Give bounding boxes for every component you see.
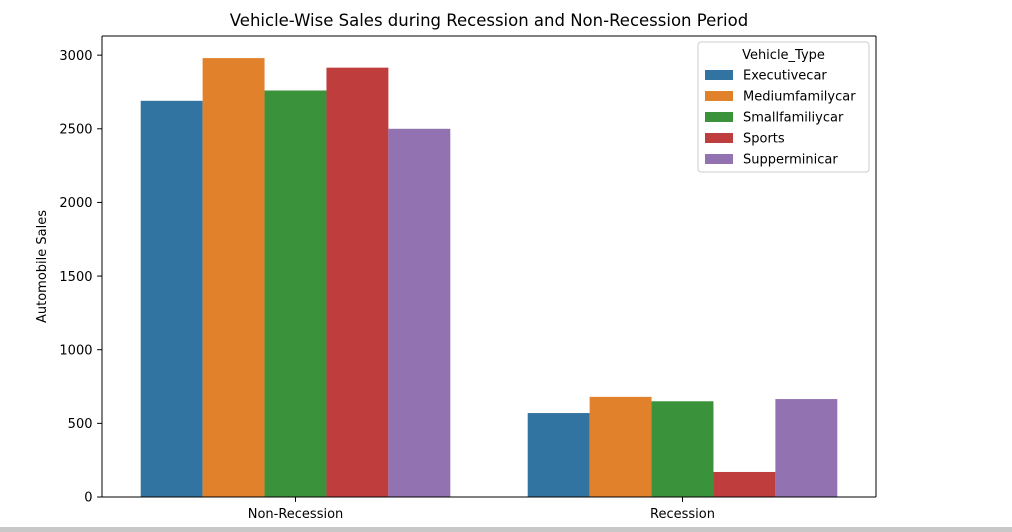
legend-label-mediumfamilycar: Mediumfamilycar (743, 90, 856, 105)
bar-sports-non-recession (326, 67, 389, 497)
bar-executivecar-recession (527, 413, 590, 497)
legend-title: Vehicle_Type (742, 48, 825, 63)
bar-smallfamiliycar-non-recession (264, 90, 327, 497)
y-tick-label-2000: 2000 (59, 196, 92, 211)
y-tick-label-0: 0 (84, 491, 92, 506)
legend-label-supperminicar: Supperminicar (743, 153, 838, 168)
legend-frame (697, 41, 870, 173)
bar-executivecar-non-recession (140, 100, 203, 497)
bar-supperminicar-non-recession (388, 128, 451, 498)
bar-mediumfamilycar-non-recession (202, 58, 265, 497)
axes-frame (101, 35, 877, 498)
y-tick-label-1000: 1000 (59, 343, 92, 358)
y-tick-label-2500: 2500 (59, 122, 92, 137)
legend-swatch-mediumfamilycar (705, 91, 733, 101)
bar-supperminicar-recession (775, 399, 838, 497)
legend-label-executivecar: Executivecar (743, 69, 827, 84)
bottom-border-strip (0, 527, 1012, 532)
bar-sports-recession (713, 471, 776, 497)
legend-label-smallfamiliycar: Smallfamiliycar (743, 111, 844, 126)
legend-label-sports: Sports (743, 132, 785, 147)
bar-mediumfamilycar-recession (589, 396, 652, 497)
chart-title: Vehicle-Wise Sales during Recession and … (230, 11, 748, 30)
legend-swatch-supperminicar (705, 154, 733, 164)
y-tick-label-500: 500 (68, 417, 93, 432)
legend-swatch-smallfamiliycar (705, 112, 733, 122)
x-tick-label-non-recession: Non-Recession (248, 507, 344, 522)
bar-smallfamiliycar-recession (651, 401, 714, 497)
legend: Vehicle_Type Executivecar Mediumfamilycar S… (697, 41, 870, 173)
y-axis-label: Automobile Sales (35, 210, 50, 323)
y-axis-ticks: 0 500 1000 1500 2000 2500 3000 (59, 49, 102, 506)
y-tick-label-1500: 1500 (59, 270, 92, 285)
bars-group (140, 58, 838, 498)
legend-swatch-sports (705, 133, 733, 143)
x-axis-ticks: Non-Recession Recession (248, 497, 715, 522)
y-tick-label-3000: 3000 (59, 49, 92, 64)
legend-swatch-executivecar (705, 70, 733, 80)
x-tick-label-recession: Recession (650, 507, 715, 522)
